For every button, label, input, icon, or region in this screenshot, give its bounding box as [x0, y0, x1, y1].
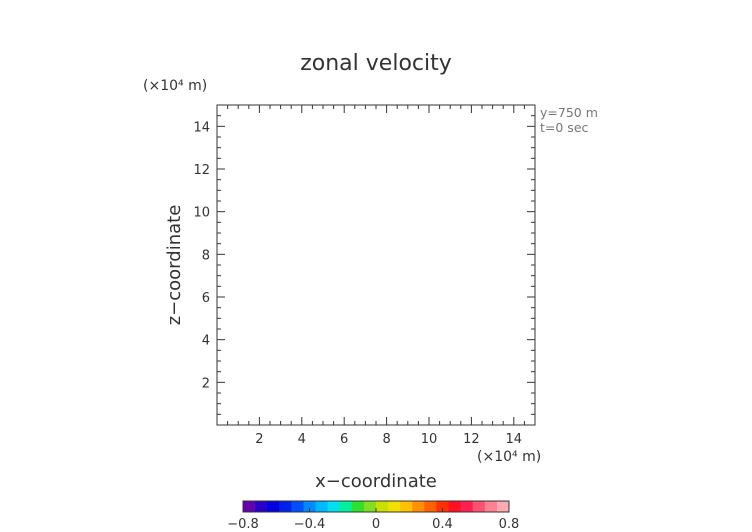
colorbar-swatch: [448, 501, 462, 512]
colorbar-swatch: [496, 501, 510, 512]
plot-area: [216, 104, 536, 426]
y-tick-label: 2: [202, 376, 210, 391]
y-tick-label: 10: [193, 206, 210, 221]
colorbar-swatch: [388, 501, 401, 512]
y-tick-label: 14: [193, 120, 210, 135]
colorbar-swatch: [315, 501, 329, 512]
colorbar-swatch: [484, 501, 498, 512]
annotation-y-position: y=750 m: [540, 105, 598, 120]
colorbar-swatch: [460, 501, 474, 512]
x-axis-unit: (×10⁴ m): [477, 449, 541, 465]
colorbar-swatch: [412, 501, 425, 512]
colorbar-swatch: [472, 501, 486, 512]
x-tick-label: 14: [506, 432, 523, 447]
colorbar-swatch: [303, 501, 317, 512]
colorbar-swatch: [279, 501, 292, 512]
colorbar-tick-labels: −0.8 −0.4 0 0.4 0.8: [227, 517, 519, 532]
y-tick-labels: 2 4 6 8 10 12 14: [193, 120, 210, 391]
colorbar-swatch: [255, 501, 268, 512]
colorbar-tick-label: 0: [372, 517, 380, 532]
colorbar-tick-label: 0.8: [499, 517, 520, 532]
y-tick-label: 6: [202, 291, 210, 306]
y-tick-label: 8: [202, 248, 210, 263]
colorbar-tick-label: −0.8: [227, 517, 259, 532]
colorbar-ticks: [242, 508, 510, 512]
x-tick-label: 12: [463, 432, 480, 447]
colorbar-swatch: [291, 501, 304, 512]
colorbar-swatch: [400, 501, 413, 512]
colorbar-swatch: [243, 501, 256, 512]
colorbar-swatch: [376, 501, 389, 512]
x-tick-label: 4: [298, 432, 306, 447]
colorbar-tick-label: 0.4: [432, 517, 453, 532]
x-tick-label: 10: [421, 432, 438, 447]
x-tick-labels: 2 4 6 8 10 12 14: [255, 432, 522, 447]
colorbar-swatch: [339, 501, 353, 512]
y-axis-label: z−coordinate: [164, 205, 185, 326]
colorbar-swatch: [267, 501, 280, 512]
colorbar-swatch: [351, 501, 365, 512]
colorbar-swatch: [424, 501, 437, 512]
x-tick-label: 8: [382, 432, 390, 447]
colorbar: [243, 501, 510, 512]
colorbar-tick-label: −0.4: [294, 517, 326, 532]
colorbar-swatch: [363, 501, 377, 512]
chart-title: zonal velocity: [300, 51, 452, 76]
annotation-time: t=0 sec: [540, 120, 589, 135]
y-axis-unit: (×10⁴ m): [143, 78, 207, 94]
colorbar-swatch: [327, 501, 341, 512]
y-tick-label: 4: [202, 334, 210, 349]
x-tick-label: 6: [340, 432, 348, 447]
y-tick-label: 12: [193, 163, 210, 178]
axis-ticks: [217, 105, 535, 425]
x-axis-label: x−coordinate: [315, 471, 437, 492]
colorbar-swatch: [436, 501, 450, 512]
x-tick-label: 2: [255, 432, 263, 447]
